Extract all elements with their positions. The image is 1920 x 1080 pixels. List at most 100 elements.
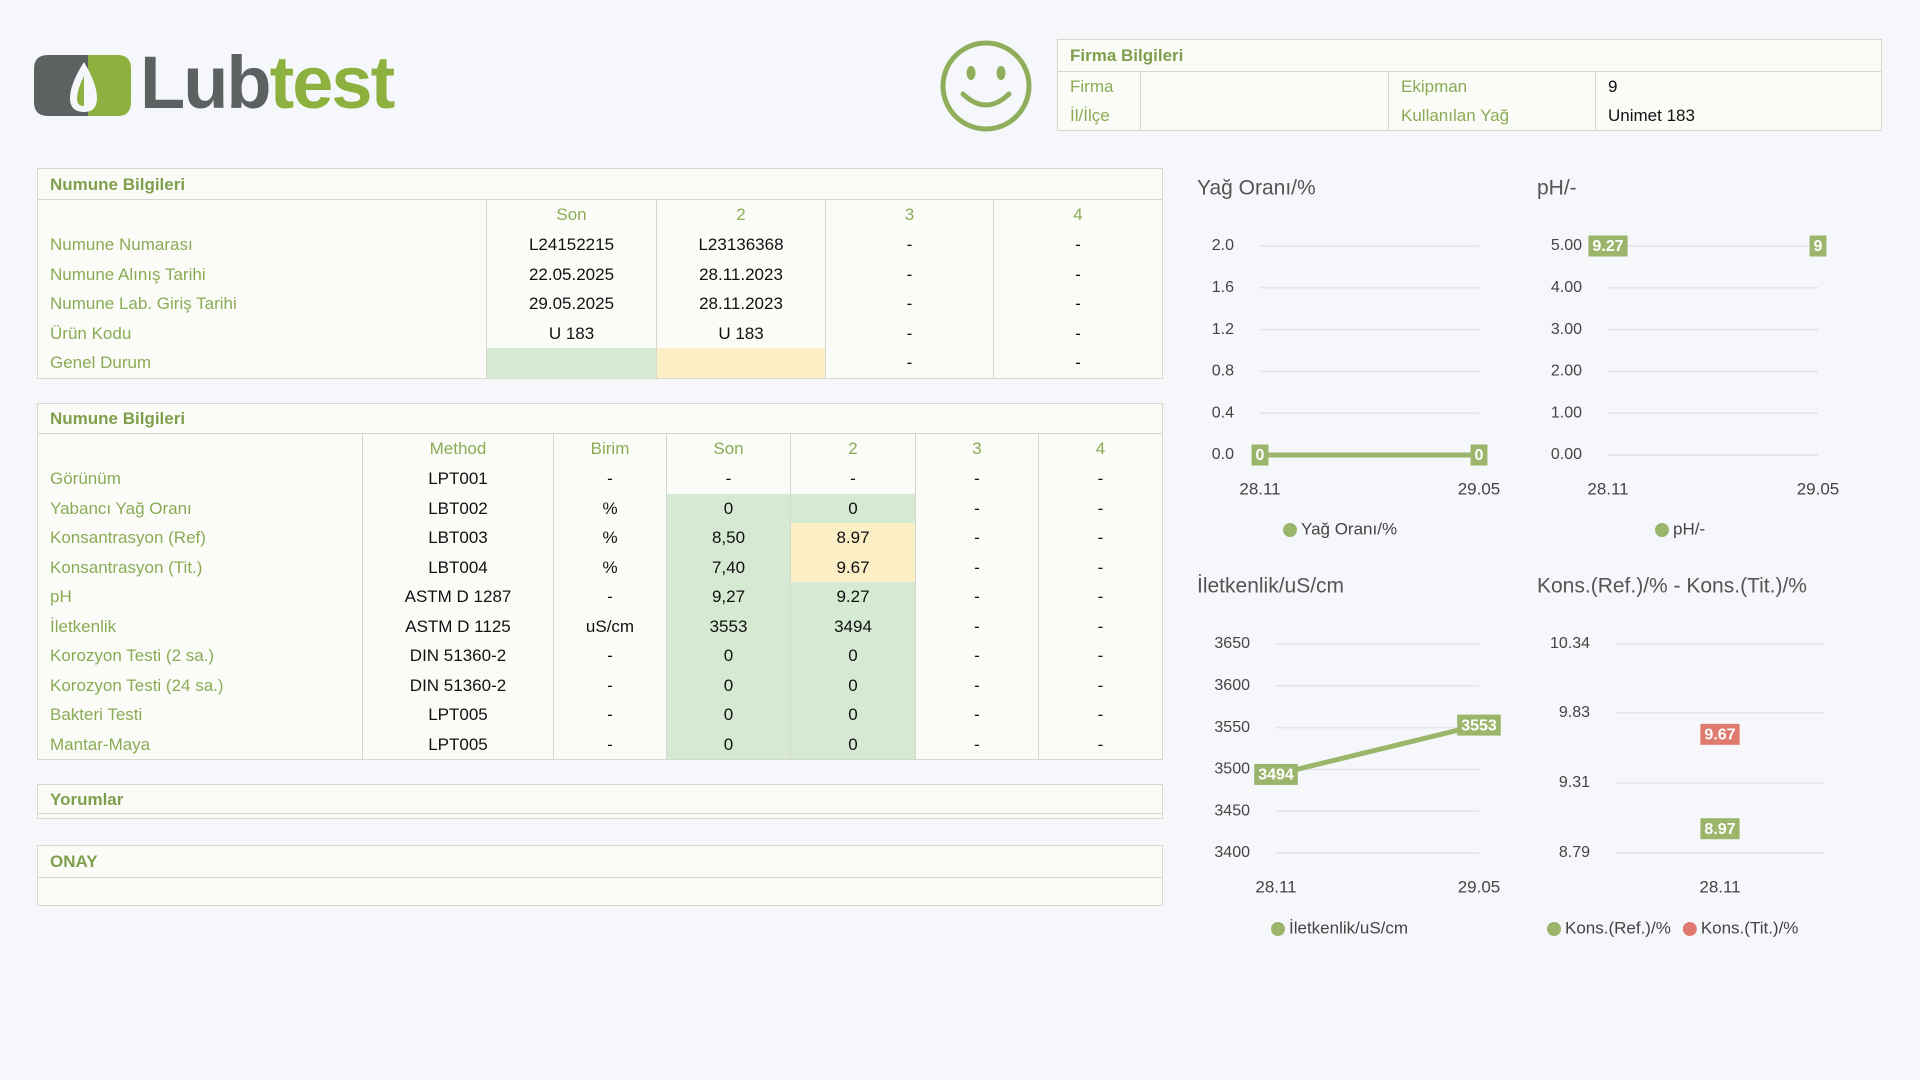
text-panel: ONAY: [37, 845, 1163, 906]
legend-swatch: [1547, 922, 1561, 936]
cell: -: [553, 641, 666, 671]
point-label: 3494: [1258, 767, 1294, 784]
y-tick-label: 8.79: [1559, 844, 1590, 861]
y-tick-label: 10.34: [1550, 635, 1590, 652]
cell: uS/cm: [553, 611, 666, 641]
cell: -: [825, 348, 993, 378]
logo-part: test: [270, 41, 395, 124]
table-row: Numune Alınış Tarihi 22.05.2025 28.11.2023…: [38, 259, 1162, 289]
cell: 9.67: [790, 552, 915, 582]
cell: -: [553, 700, 666, 730]
company-column: [1140, 72, 1388, 130]
chart-title: Kons.(Ref.)/% - Kons.(Tit.)/%: [1537, 575, 1807, 598]
cell: 7,40: [666, 552, 790, 582]
row-label: Numune Numarası: [50, 235, 193, 254]
point-label-box: [1254, 763, 1298, 785]
column-header: 2: [790, 434, 915, 464]
y-tick-label: 3600: [1214, 677, 1250, 694]
column-header: 4: [1038, 434, 1162, 464]
table-panel: Numune Bilgileri Son 2 3 4 Numune Numarası L24…: [37, 168, 1163, 379]
point-label-box: [1470, 444, 1488, 466]
point-label: 3553: [1461, 717, 1497, 734]
table-row: Bakteri Testi LPT005-0 0- -: [38, 700, 1162, 730]
column-header: 4: [993, 200, 1162, 230]
cell: -: [553, 670, 666, 700]
chart-title: pH/-: [1537, 177, 1577, 200]
cell: -: [1038, 729, 1162, 759]
x-tick-label: 28.11: [1587, 479, 1628, 498]
cell: -: [915, 641, 1038, 671]
cell: -: [666, 464, 790, 494]
y-tick-label: 0.8: [1212, 363, 1234, 380]
y-tick-label: 9.31: [1559, 774, 1590, 791]
y-tick-label: 3550: [1214, 719, 1250, 736]
field-label: Firma: [1070, 77, 1114, 96]
cell: 3553: [666, 611, 790, 641]
chart: Yağ Oranı/% 0.0 0.4 0.8 1.2 1.6 2.0 28.11 29.05 0…: [1197, 177, 1500, 539]
table-row: İletkenlik ASTM D 1125 uS/cm 3553 3494- -: [38, 611, 1162, 641]
cell: 0: [790, 670, 915, 700]
row-label: pH: [50, 587, 72, 606]
panel-title: Firma Bilgileri: [1058, 40, 1881, 72]
cell: -: [993, 348, 1162, 378]
table-row: Konsantrasyon (Ref) LBT003% 8,50 8.97- -: [38, 523, 1162, 553]
text-panel: Yorumlar: [37, 784, 1163, 819]
cell: -: [553, 464, 666, 494]
field-label: Ekipman: [1401, 77, 1468, 96]
company-grid: Firma İl/İlçe Ekipman Kullanılan Yağ 9 Unimet…: [1058, 72, 1881, 130]
cell: 28.11.2023: [656, 289, 825, 319]
cell: -: [915, 493, 1038, 523]
column-header: Son: [486, 200, 656, 230]
logo-icon: [34, 55, 131, 116]
chart-title: İletkenlik/uS/cm: [1197, 575, 1344, 598]
cell: LPT001: [362, 464, 553, 494]
company-column: 9 Unimet 183: [1595, 72, 1881, 130]
cell: 0: [666, 641, 790, 671]
y-tick-label: 1.00: [1551, 404, 1582, 421]
cell: -: [993, 230, 1162, 260]
cell: -: [915, 582, 1038, 612]
field-value: Unimet 183: [1608, 106, 1695, 125]
cell: -: [915, 611, 1038, 641]
cell: %: [553, 552, 666, 582]
y-tick-label: 3450: [1214, 802, 1250, 819]
point-label: 0: [1256, 447, 1265, 464]
row-label: Mantar-Maya: [50, 734, 151, 754]
point-label-box: [1251, 444, 1269, 466]
point-label: 9.67: [1704, 727, 1735, 744]
row-label: Görünüm: [50, 469, 121, 488]
row-label: Konsantrasyon (Tit.): [50, 557, 203, 577]
cell: LBT004: [362, 552, 553, 582]
legend-label: İletkenlik/uS/cm: [1289, 918, 1408, 937]
cell: %: [553, 523, 666, 553]
point-label: 9: [1814, 238, 1823, 255]
field-label: İl/İlçe: [1070, 106, 1110, 125]
cell: -: [1038, 493, 1162, 523]
smiley-icon: [940, 40, 1032, 132]
cell: L23136368: [656, 230, 825, 260]
cell: -: [1038, 641, 1162, 671]
cell: 0: [666, 729, 790, 759]
cell: [656, 348, 825, 378]
panel-title: Numune Bilgileri: [38, 404, 1162, 434]
cell: -: [915, 464, 1038, 494]
cell: 9,27: [666, 582, 790, 612]
cell: -: [993, 318, 1162, 348]
legend-label: pH/-: [1673, 519, 1705, 538]
cell: -: [825, 318, 993, 348]
row-label: Numune Alınış Tarihi: [50, 264, 206, 284]
cell: ASTM D 1125: [362, 611, 553, 641]
row-label: Ürün Kodu: [50, 323, 132, 343]
cell: -: [915, 700, 1038, 730]
company-column: Firma İl/İlçe: [1058, 72, 1140, 130]
cell: LPT005: [362, 700, 553, 730]
cell: 0: [790, 641, 915, 671]
column-header: 2: [656, 200, 825, 230]
cell: 28.11.2023: [656, 259, 825, 289]
row-label: Numune Lab. Giriş Tarihi: [50, 294, 237, 313]
cell: LPT005: [362, 729, 553, 759]
cell: 3494: [790, 611, 915, 641]
x-tick-label: 28.11: [1699, 877, 1740, 896]
